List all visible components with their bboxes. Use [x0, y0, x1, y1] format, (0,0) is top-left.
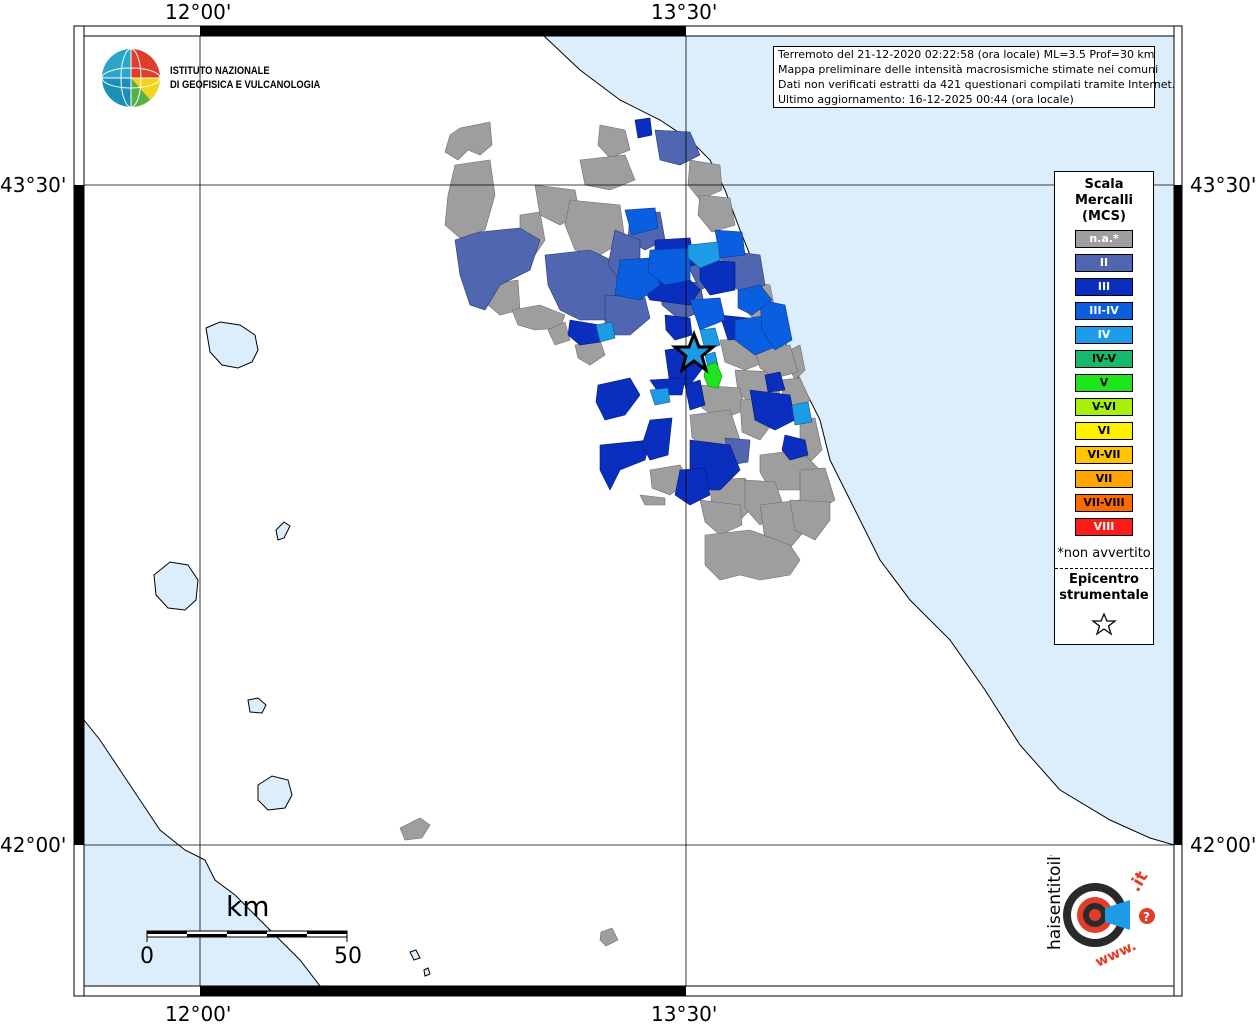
lat-label-left-bottom: 42°00' — [0, 833, 67, 857]
lake-small-2 — [423, 967, 431, 977]
institute-name: ISTITUTO NAZIONALE DI GEOFISICA E VULCAN… — [170, 64, 320, 92]
lat-label-right-top: 43°30' — [1190, 173, 1256, 197]
legend-swatch-iv-v: IV-V — [1075, 350, 1133, 368]
lon-label-top-left: 12°00' — [165, 0, 232, 24]
tyrrhenian-sea — [83, 718, 322, 987]
legend-swatch-vi: VI — [1075, 422, 1133, 440]
legend-swatch-iii: III — [1075, 278, 1133, 296]
institute-line-1: ISTITUTO NAZIONALE — [170, 65, 270, 77]
lon-label-bottom-left: 12°00' — [165, 1002, 232, 1026]
legend-epicenter-line: Epicentro — [1069, 572, 1139, 587]
legend-epicenter-label: Epicentro strumentale — [1055, 572, 1153, 604]
legend-epicenter-line: strumentale — [1059, 588, 1149, 603]
legend-swatch-ii: II — [1075, 254, 1133, 272]
lake-bolsena — [153, 561, 199, 611]
municipalities-na — [399, 121, 836, 947]
hai-sentito-badge-icon: ? — [1063, 883, 1155, 947]
municipality-v — [703, 361, 723, 389]
scale-bar — [146, 930, 348, 942]
legend-swatch-vii: VII — [1075, 470, 1133, 488]
badge-main-text: haisentitoilterremoto — [1045, 855, 1065, 950]
event-info-line: Terremoto del 21-12-2020 02:22:58 (ora l… — [778, 48, 1155, 61]
scale-unit: km — [226, 890, 270, 923]
legend-note: *non avvertito — [1057, 546, 1151, 561]
lat-label-left-top: 43°30' — [0, 173, 67, 197]
badge-tld-text: .it — [1125, 868, 1153, 896]
legend-title-line: Mercalli — [1074, 193, 1133, 208]
legend-title-line: (MCS) — [1082, 209, 1126, 224]
legend-swatch-vi-vii: VI-VII — [1075, 446, 1133, 464]
lake-trasimeno — [205, 321, 259, 369]
lat-label-right-bottom: 42°00' — [1190, 833, 1256, 857]
epicenter-star-icon — [670, 329, 718, 374]
badge-text: haisentitoilterremoto .it www. — [1045, 855, 1153, 971]
badge-www-text: www. — [1093, 938, 1139, 971]
lon-label-top-right: 13°30' — [651, 0, 718, 24]
lake-vico — [247, 697, 267, 714]
legend-swatch-iv: IV — [1075, 326, 1133, 344]
event-info-box: Terremoto del 21-12-2020 02:22:58 (ora l… — [773, 46, 1176, 108]
event-info-line: Mappa preliminare delle intensità macros… — [778, 63, 1159, 76]
graticule — [84, 36, 1174, 986]
scale-max-label: 50 — [334, 944, 362, 969]
lake-bracciano — [257, 775, 293, 811]
municipalities-iv — [595, 241, 813, 426]
legend-divider — [1055, 568, 1153, 569]
legend-swatch-v-vi: V-VI — [1075, 398, 1133, 416]
legend-swatch-v: V — [1075, 374, 1133, 392]
scale-min-label: 0 — [140, 944, 154, 969]
legend-swatch-vii-viii: VII-VIII — [1075, 494, 1133, 512]
intensity-legend: Scala Mercalli (MCS) n.a.* II III III-IV IV I… — [1054, 171, 1154, 645]
institute-line-2: DI GEOFISICA E VULCANOLOGIA — [170, 79, 321, 91]
svg-text:?: ? — [1143, 910, 1150, 924]
lon-label-bottom-right: 13°30' — [651, 1002, 718, 1026]
legend-swatch-viii: VIII — [1075, 518, 1133, 536]
lake-piediluco — [275, 521, 291, 541]
legend-swatch-iii-iv: III-IV — [1075, 302, 1133, 320]
legend-star-icon — [1091, 612, 1117, 636]
lake-small — [409, 949, 421, 961]
legend-title-line: Scala — [1084, 177, 1124, 192]
frame-border — [73, 25, 1183, 997]
legend-swatch-n-a: n.a.* — [1075, 230, 1133, 248]
event-info-line: Dati non verificati estratti da 421 ques… — [778, 78, 1176, 91]
ingv-logo-icon — [101, 48, 161, 108]
legend-title: Scala Mercalli (MCS) — [1055, 172, 1153, 225]
event-info-line: Ultimo aggiornamento: 16-12-2025 00:44 (… — [778, 93, 1074, 106]
municipalities-iii-iv — [614, 207, 793, 356]
